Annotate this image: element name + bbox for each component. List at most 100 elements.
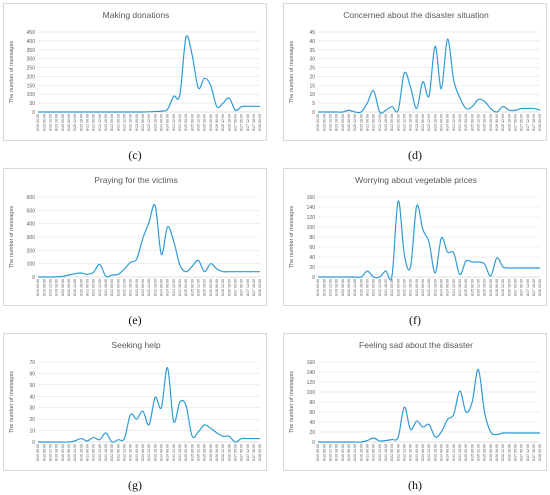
x-tick-label: 8/21 06:00 (92, 279, 96, 296)
y-tick-label: 0 (312, 440, 315, 446)
y-tick-label: 160 (307, 195, 316, 201)
x-tick-label: 8/20 18:00 (359, 444, 363, 461)
x-tick-label: 8/21 12:00 (98, 114, 102, 131)
y-tick-label: 0 (32, 275, 35, 281)
y-tick-label: 120 (307, 215, 316, 221)
y-tick-label: 0 (32, 110, 35, 116)
x-tick-label: 8/25 12:00 (197, 114, 201, 131)
y-tick-label: 40 (309, 420, 315, 426)
x-tick-label: 8/19 18:00 (335, 444, 339, 461)
x-tick-label: 8/25 18:00 (483, 279, 487, 296)
caption-e: (e) (128, 313, 142, 327)
x-tick-label: 8/22 06:00 (116, 279, 120, 296)
y-tick-label: 50 (29, 101, 35, 107)
x-tick-label: 8/25 06:00 (190, 114, 194, 131)
x-tick-label: 8/27 06:00 (240, 279, 244, 296)
x-tick-label: 8/21 12:00 (98, 279, 102, 296)
x-tick-label: 8/20 06:00 (67, 114, 71, 131)
x-tick-label: 8/24 12:00 (452, 444, 456, 461)
y-axis-label: The number of messages (9, 41, 15, 104)
x-tick-label: 8/25 06:00 (470, 444, 474, 461)
x-tick-label: 8/22 18:00 (409, 279, 413, 296)
x-tick-label: 8/19 06:00 (42, 279, 46, 296)
x-tick-label: 8/28 00:00 (538, 279, 542, 296)
x-tick-label: 8/19 06:00 (42, 114, 46, 131)
x-tick-label: 8/22 18:00 (409, 114, 413, 131)
x-tick-label: 8/25 00:00 (464, 444, 468, 461)
y-tick-label: 100 (27, 262, 36, 268)
x-tick-label: 8/22 12:00 (123, 114, 127, 131)
chart-title: Seeking help (111, 340, 160, 350)
y-tick-label: 600 (27, 195, 36, 201)
x-tick-label: 8/27 06:00 (240, 444, 244, 461)
x-tick-label: 8/25 12:00 (477, 444, 481, 461)
x-tick-label: 8/20 18:00 (79, 444, 83, 461)
y-tick-label: 140 (307, 370, 316, 376)
y-tick-label: 10 (29, 429, 35, 435)
x-tick-label: 8/25 06:00 (190, 279, 194, 296)
y-tick-label: 45 (309, 30, 315, 36)
x-tick-label: 8/20 00:00 (341, 279, 345, 296)
x-tick-label: 8/25 12:00 (477, 114, 481, 131)
y-tick-label: 100 (307, 225, 316, 231)
x-tick-label: 8/22 06:00 (396, 114, 400, 131)
x-tick-label: 8/19 00:00 (36, 279, 40, 296)
x-tick-label: 8/23 06:00 (421, 279, 425, 296)
x-tick-label: 8/22 00:00 (390, 444, 394, 461)
x-tick-label: 8/23 12:00 (427, 279, 431, 296)
y-tick-label: 80 (309, 235, 315, 241)
x-tick-label: 8/28 00:00 (538, 114, 542, 131)
x-tick-label: 8/20 12:00 (353, 279, 357, 296)
x-tick-label: 8/20 00:00 (61, 444, 65, 461)
x-tick-label: 8/19 06:00 (322, 279, 326, 296)
x-tick-label: 8/25 12:00 (197, 444, 201, 461)
y-tick-label: 40 (29, 394, 35, 400)
y-tick-label: 0 (312, 275, 315, 281)
y-tick-label: 160 (307, 360, 316, 366)
caption-h: (h) (408, 478, 422, 492)
x-tick-label: 8/27 06:00 (520, 114, 524, 131)
x-tick-label: 8/19 18:00 (55, 114, 59, 131)
x-tick-label: 8/23 12:00 (147, 279, 151, 296)
x-tick-label: 8/19 12:00 (329, 279, 333, 296)
y-tick-label: 200 (27, 248, 36, 254)
y-tick-label: 60 (309, 245, 315, 251)
x-tick-label: 8/27 00:00 (514, 279, 518, 296)
x-tick-label: 8/19 18:00 (335, 114, 339, 131)
x-tick-label: 8/25 18:00 (483, 114, 487, 131)
y-tick-label: 150 (27, 83, 36, 89)
x-tick-label: 8/23 00:00 (415, 114, 419, 131)
y-tick-label: 140 (307, 205, 316, 211)
x-tick-label: 8/22 12:00 (123, 279, 127, 296)
x-tick-label: 8/26 18:00 (507, 279, 511, 296)
x-tick-label: 8/24 18:00 (178, 114, 182, 131)
x-tick-label: 8/20 00:00 (341, 114, 345, 131)
x-tick-label: 8/24 06:00 (166, 279, 170, 296)
y-tick-label: 0 (32, 440, 35, 446)
y-tick-label: 20 (309, 430, 315, 436)
x-tick-label: 8/20 06:00 (347, 279, 351, 296)
series-line (37, 204, 260, 278)
x-tick-label: 8/26 06:00 (495, 444, 499, 461)
x-tick-label: 8/20 18:00 (79, 114, 83, 131)
x-tick-label: 8/24 18:00 (178, 279, 182, 296)
x-tick-label: 8/27 00:00 (514, 444, 518, 461)
x-tick-label: 8/26 00:00 (489, 114, 493, 131)
x-tick-label: 8/27 06:00 (520, 444, 524, 461)
x-tick-label: 8/24 00:00 (440, 444, 444, 461)
x-tick-label: 8/23 00:00 (135, 444, 139, 461)
chart-title: Concerned about the disaster situation (343, 10, 489, 20)
x-tick-label: 8/21 06:00 (92, 114, 96, 131)
x-tick-label: 8/25 00:00 (184, 279, 188, 296)
x-tick-label: 8/27 12:00 (526, 444, 530, 461)
x-tick-label: 8/26 06:00 (215, 279, 219, 296)
x-tick-label: 8/20 06:00 (347, 444, 351, 461)
chart-svg: Concerned about the disaster situation Th… (289, 10, 542, 131)
x-tick-label: 8/27 18:00 (252, 114, 256, 131)
x-tick-label: 8/25 06:00 (470, 114, 474, 131)
chart-panel-h: Feeling sad about the disaster The number… (283, 333, 547, 471)
x-tick-label: 8/19 00:00 (316, 444, 320, 461)
x-tick-label: 8/24 06:00 (446, 444, 450, 461)
chart-panel-c: Making donations The number of messages 0 5… (3, 3, 267, 141)
x-tick-label: 8/21 00:00 (86, 444, 90, 461)
